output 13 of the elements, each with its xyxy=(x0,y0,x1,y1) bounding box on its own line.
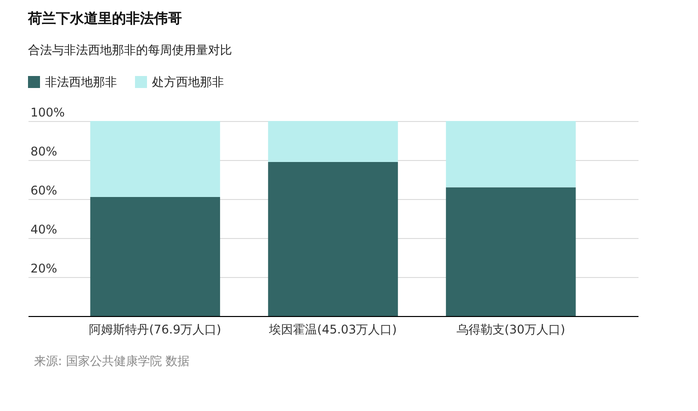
x-tick-label: 阿姆斯特丹(76.9万人口) xyxy=(89,322,222,336)
legend-label: 非法西地那非 xyxy=(45,74,117,90)
y-tick-label: 100% xyxy=(30,106,65,120)
y-tick-label: 60% xyxy=(30,184,58,198)
source-note: 来源: 国家公共健康学院 数据 xyxy=(34,353,191,370)
chart-title: 荷兰下水道里的非法伟哥 xyxy=(28,10,183,28)
y-tick-label: 40% xyxy=(30,222,58,236)
x-tick-label: 乌得勒支(30万人口) xyxy=(456,322,566,336)
legend-label: 处方西地那非 xyxy=(152,74,224,90)
chart-subtitle: 合法与非法西地那非的每周使用量对比 xyxy=(28,42,233,59)
x-tick-label: 埃因霍温(45.03万人口) xyxy=(268,322,397,336)
y-tick-label: 20% xyxy=(30,262,58,276)
y-tick-label: 80% xyxy=(30,144,58,158)
